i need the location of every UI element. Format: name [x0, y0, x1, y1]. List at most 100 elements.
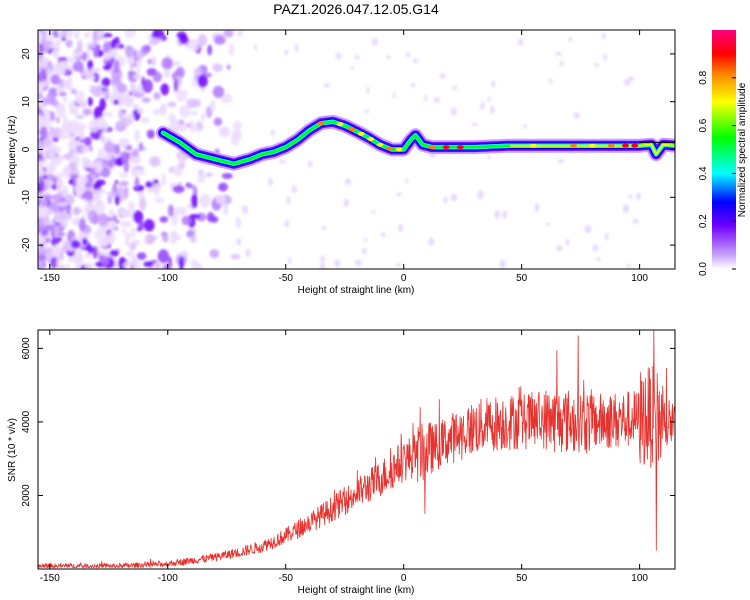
heatmap-speckle — [127, 70, 134, 76]
colorbar-tick-label: 0.4 — [698, 166, 709, 180]
heatmap-speckle — [494, 210, 501, 219]
heatmap-speckle — [205, 172, 214, 178]
heatmap-speckle — [178, 255, 185, 269]
heatmap-speckle — [72, 51, 81, 57]
heatmap-speckle — [350, 66, 354, 71]
heatmap-speckle — [97, 32, 105, 37]
heatmap-speckle — [174, 206, 187, 216]
heatmap-speckle — [194, 127, 201, 132]
heatmap-speckle — [548, 77, 553, 85]
heatmap-speckle — [153, 91, 161, 101]
heatmap-speckle — [65, 39, 73, 48]
heatmap-speckle — [119, 172, 129, 179]
heatmap-speckle — [38, 115, 46, 130]
heatmap-speckle — [49, 126, 54, 134]
heatmap-speckle — [134, 176, 140, 189]
heatmap-speckle — [323, 83, 330, 88]
heatmap-speckle — [82, 108, 93, 116]
heatmap-speckle — [56, 259, 61, 265]
heatmap-speckle — [175, 93, 187, 102]
ridge-hotspot — [588, 143, 596, 148]
ridge-hotspot — [317, 121, 325, 126]
heatmap-speckle — [81, 237, 88, 246]
heatmap-speckle — [74, 208, 83, 214]
heatmap-speckle — [90, 67, 102, 73]
heatmap-speckle — [62, 185, 69, 197]
heatmap-speckle — [557, 159, 565, 164]
heatmap-speckle — [46, 67, 52, 79]
heatmap-speckle — [129, 242, 137, 251]
heatmap-speckle — [45, 249, 52, 263]
heatmap-speckle — [65, 203, 72, 215]
heatmap-speckle — [501, 210, 508, 219]
ridge-hotspot — [442, 145, 450, 150]
heatmap-speckle — [97, 239, 107, 247]
heatmap-speckle — [56, 178, 64, 189]
heatmap-speckle — [117, 185, 124, 198]
heatmap-speckle — [75, 145, 83, 153]
heatmap-speckle — [489, 105, 495, 114]
heatmap-speckle — [136, 252, 147, 261]
heatmap-speckle — [81, 156, 89, 165]
heatmap-speckle — [159, 103, 167, 117]
colorbar: 0.0 0.2 0.4 0.6 0.8 Normalized spectral ampl… — [698, 30, 748, 276]
snr-frame — [37, 329, 676, 570]
heatmap-speckle — [380, 231, 386, 238]
spectrogram-y-tick-label: -10 — [21, 190, 32, 205]
heatmap-speckle — [412, 58, 419, 64]
heatmap-speckle — [143, 261, 154, 268]
heatmap-speckle — [107, 48, 118, 59]
heatmap-speckle — [433, 97, 440, 103]
heatmap-speckle — [396, 263, 402, 268]
heatmap-speckle — [45, 170, 54, 175]
heatmap-speckle — [186, 183, 195, 189]
heatmap-speckle — [38, 175, 43, 184]
snr-y-tick-label: 2000 — [21, 484, 32, 507]
heatmap-speckle — [68, 30, 74, 38]
heatmap-speckle — [291, 185, 297, 194]
heatmap-speckle — [99, 97, 107, 111]
heatmap-speckle — [127, 201, 135, 213]
ridge-hotspot — [348, 127, 356, 132]
heatmap-speckle — [66, 263, 71, 269]
heatmap-speckle — [38, 234, 42, 246]
heatmap-speckle — [100, 250, 110, 256]
spectrogram-y-tick-label: 10 — [21, 96, 32, 108]
heatmap-speckle — [565, 238, 570, 246]
heatmap-speckle — [123, 159, 130, 173]
heatmap-speckle — [439, 73, 446, 79]
heatmap-speckle — [499, 259, 506, 269]
heatmap-speckle — [190, 111, 199, 116]
heatmap-speckle — [149, 235, 158, 241]
colorbar-tick-label: 0.6 — [698, 118, 709, 132]
heatmap-speckle — [230, 132, 240, 146]
heatmap-speckle — [86, 244, 94, 254]
heatmap-speckle — [78, 218, 86, 232]
ridge-hotspot — [570, 143, 578, 148]
heatmap-speckle — [64, 240, 72, 251]
heatmap-speckle — [38, 48, 42, 58]
heatmap-speckle — [113, 99, 120, 105]
heatmap-speckle — [594, 62, 599, 67]
heatmap-speckle — [573, 112, 581, 119]
heatmap-speckle — [48, 176, 60, 181]
heatmap-speckle — [70, 256, 82, 262]
heatmap-speckle — [97, 187, 107, 195]
heatmap-speckle — [38, 155, 45, 161]
heatmap-speckle — [157, 249, 170, 264]
heatmap-speckle — [189, 120, 195, 133]
colorbar-tick-label: 0.0 — [698, 262, 709, 276]
heatmap-speckle — [626, 263, 631, 268]
heatmap-speckle — [129, 81, 135, 90]
heatmap-speckle — [42, 194, 53, 200]
heatmap-speckle — [126, 250, 134, 258]
heatmap-speckle — [53, 63, 65, 76]
heatmap-speckle — [92, 246, 98, 259]
heatmap-speckle — [223, 202, 229, 216]
heatmap-speckle — [74, 263, 82, 269]
heatmap-speckle — [245, 248, 251, 258]
heatmap-speckle — [84, 136, 92, 147]
heatmap-speckle — [57, 232, 66, 237]
heatmap-speckle — [83, 31, 91, 39]
heatmap-speckle — [44, 238, 51, 243]
